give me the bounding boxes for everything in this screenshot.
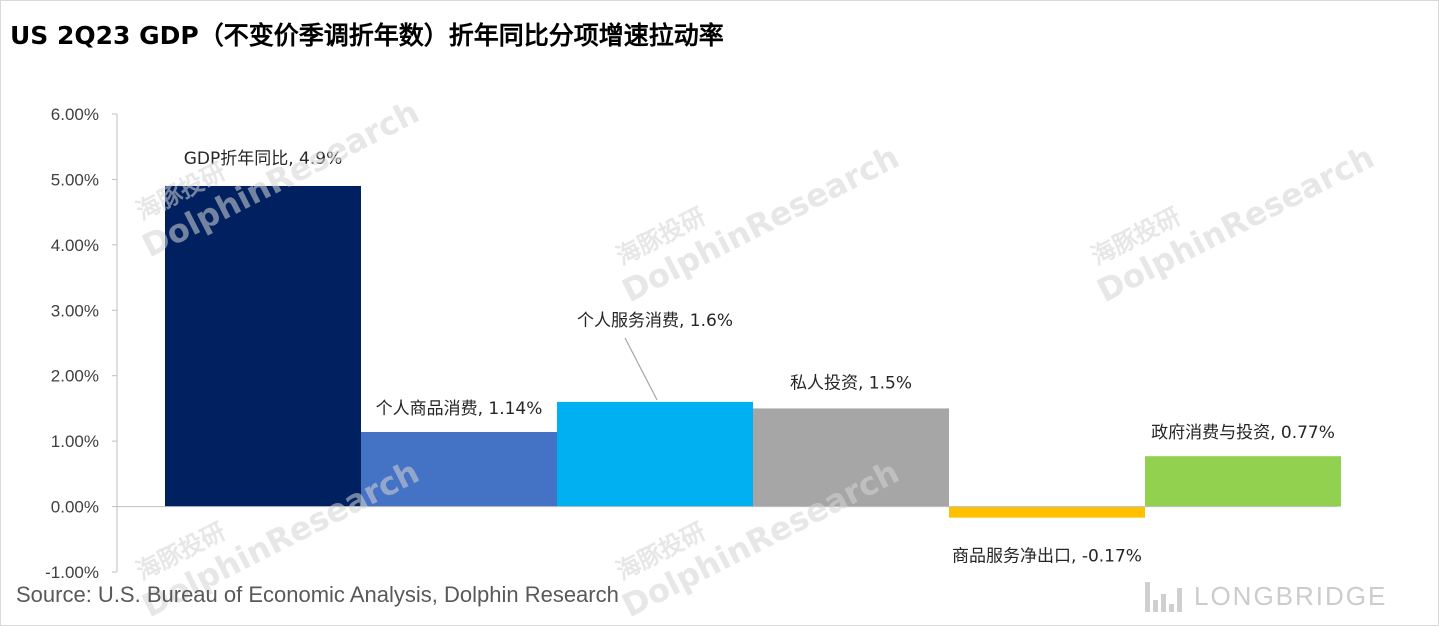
y-tick-label: -1.00% xyxy=(45,563,99,582)
data-label: 个人服务消费, 1.6% xyxy=(577,311,733,331)
y-tick-label: 5.00% xyxy=(51,170,99,189)
y-tick-label: 2.00% xyxy=(51,367,99,386)
y-tick-label: 3.00% xyxy=(51,301,99,320)
bar xyxy=(557,401,753,507)
bar xyxy=(165,185,361,507)
data-label: 政府消费与投资, 0.77% xyxy=(1151,423,1335,443)
data-label: 个人商品消费, 1.14% xyxy=(376,399,543,419)
y-tick-label: 6.00% xyxy=(51,105,99,124)
bar xyxy=(753,408,949,507)
data-label: GDP折年同比, 4.9% xyxy=(184,149,343,169)
data-label: 私人投资, 1.5% xyxy=(790,373,912,393)
y-tick-label: 4.00% xyxy=(51,236,99,255)
data-label-leader-line xyxy=(624,337,658,401)
y-tick-label: 0.00% xyxy=(51,498,99,517)
bar xyxy=(949,506,1145,518)
bar xyxy=(361,431,557,507)
chart-title: US 2Q23 GDP（不变价季调折年数）折年同比分项增速拉动率 xyxy=(10,21,724,50)
y-tick-label: 1.00% xyxy=(51,432,99,451)
data-label: 商品服务净出口, -0.17% xyxy=(952,547,1142,567)
bar xyxy=(1145,456,1341,507)
source-note: Source: U.S. Bureau of Economic Analysis… xyxy=(16,582,619,607)
